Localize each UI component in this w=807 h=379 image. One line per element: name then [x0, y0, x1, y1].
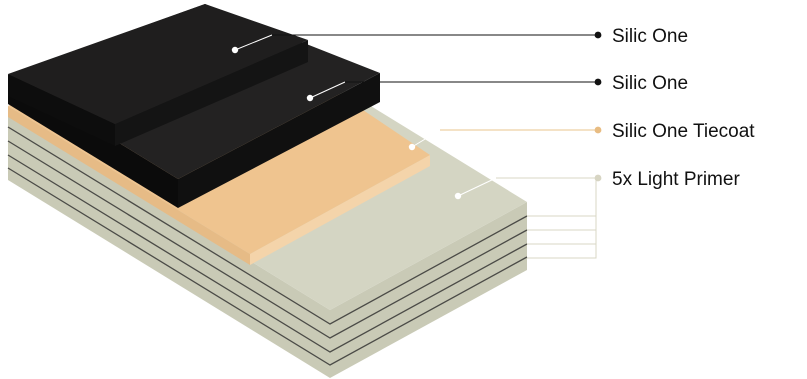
leader-line-4 — [457, 177, 497, 197]
membrane-upper-front-face — [115, 40, 308, 146]
leader-dots — [231, 31, 602, 200]
dot-layer-4-start — [454, 192, 462, 200]
membrane-upper-left-face — [8, 74, 115, 146]
membrane-upper-top-surface — [8, 4, 308, 124]
tiecoat-front-face — [250, 155, 430, 265]
label-silic-one-lower: Silic One — [612, 73, 688, 94]
leader-line-3 — [411, 129, 441, 148]
dot-layer-2-start — [306, 94, 314, 102]
label-light-primer: 5x Light Primer — [612, 169, 740, 190]
membrane-lower-front-face — [178, 73, 380, 208]
layer-labels: Silic One Silic One Silic One Tiecoat 5x… — [612, 26, 755, 190]
dot-layer-4-end — [594, 174, 602, 182]
label-silic-one-tiecoat: Silic One Tiecoat — [612, 121, 755, 142]
leader-line-1 — [234, 34, 273, 51]
primer-left-face — [8, 112, 330, 378]
dot-layer-2-end — [594, 78, 602, 86]
primer-front-face — [330, 202, 527, 378]
dot-layer-3-end — [594, 126, 602, 134]
label-silic-one-upper: Silic One — [612, 26, 688, 47]
primer-bracket — [527, 178, 597, 217]
membrane-upper — [8, 4, 308, 146]
leader-lines — [234, 34, 597, 259]
primer-divider-lines — [7, 126, 528, 366]
leader-line-2 — [309, 81, 346, 99]
dot-layer-1-start — [231, 46, 239, 54]
tiecoat-left-face — [8, 106, 250, 265]
dot-layer-3-start — [408, 143, 416, 151]
dot-layer-1-end — [594, 31, 602, 39]
